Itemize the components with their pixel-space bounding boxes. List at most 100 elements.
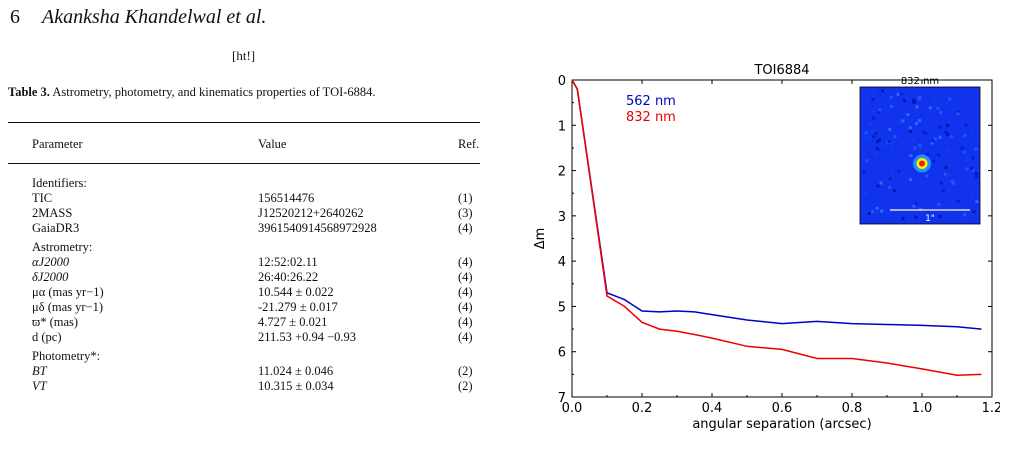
inset-speckle — [969, 194, 973, 198]
table-caption-text: Astrometry, photometry, and kinematics p… — [49, 85, 376, 99]
inset-speckle — [964, 123, 968, 127]
value-cell: 26:40:26.22 — [258, 270, 319, 284]
inset-speckle — [908, 126, 912, 130]
inset-speckle — [912, 100, 916, 104]
inset-speckle — [894, 89, 898, 92]
inset-speckle — [893, 135, 897, 139]
properties-table: Parameter Value Ref. Identifiers: TIC 156… — [8, 122, 480, 394]
inset-speckle — [871, 116, 875, 120]
x-tick-label: 0.0 — [562, 401, 583, 416]
inset-speckle — [889, 147, 893, 151]
table-caption: Table 3. Astrometry, photometry, and kin… — [8, 85, 492, 100]
value-cell: 10.544 ± 0.022 — [258, 285, 334, 299]
param-cell: BT — [32, 364, 47, 378]
inset-speckle — [918, 119, 922, 123]
inset-speckle — [960, 146, 964, 150]
inset-scale-label: 1" — [925, 214, 935, 224]
inset-speckle — [883, 143, 887, 147]
inset-speckle — [937, 202, 941, 206]
x-axis-label: angular separation (arcsec) — [692, 417, 871, 432]
inset-speckle — [914, 202, 918, 206]
inset-speckle — [865, 159, 869, 163]
inset-speckle — [962, 150, 966, 154]
inset-speckle — [933, 100, 937, 104]
value-cell: 156514476 — [258, 191, 315, 205]
table-row: μα (mas yr−1) 10.544 ± 0.022 (4) — [8, 285, 480, 300]
inset-speckle — [901, 119, 905, 123]
table-row: αJ2000 12:52:02.11 (4) — [8, 255, 480, 270]
inset-speckle — [924, 132, 928, 136]
inset-speckle — [975, 200, 979, 204]
inset-speckle — [914, 109, 918, 113]
inset-speckle — [918, 95, 922, 99]
y-tick-label: 6 — [558, 346, 566, 361]
y-tick-label: 1 — [558, 119, 566, 134]
y-axis-label: Δm — [533, 228, 548, 250]
y-tick-label: 3 — [558, 210, 566, 225]
inset-speckle — [965, 158, 969, 162]
section-row: Identifiers: — [8, 172, 480, 191]
page-number: 6 — [10, 6, 20, 28]
inset-speckle — [913, 146, 917, 150]
inset-speckle — [887, 140, 891, 144]
inset-speckle — [909, 178, 912, 182]
inset-speckle — [872, 135, 876, 139]
inset-speckle — [926, 117, 930, 121]
inset-speckle — [896, 92, 900, 96]
inset-speckle — [948, 97, 952, 101]
inset-speckle — [931, 139, 935, 143]
inset-speckle — [871, 98, 875, 101]
inset-speckle — [871, 204, 874, 208]
inset-speckle — [909, 206, 913, 210]
ref-cell: (4) — [458, 270, 473, 284]
inset-speckle — [914, 215, 918, 219]
inset-speckle — [874, 132, 878, 135]
x-tick-label: 0.2 — [632, 401, 653, 416]
inset-speckle — [941, 189, 945, 193]
value-cell: 211.53 +0.94 −0.93 — [258, 330, 357, 344]
table-row: δJ2000 26:40:26.22 (4) — [8, 270, 480, 285]
inset-speckle — [862, 136, 866, 140]
inset-speckle — [888, 177, 892, 180]
inset-speckle — [863, 188, 866, 192]
inset-speckle — [950, 179, 954, 183]
inset-speckle — [903, 99, 906, 103]
inset-speckle — [888, 127, 892, 131]
param-cell: μα (mas yr−1) — [32, 285, 104, 299]
inset-speckle — [890, 105, 893, 108]
inset-speckle — [915, 105, 919, 109]
inset-speckle — [947, 172, 951, 176]
value-cell: 10.315 ± 0.034 — [258, 379, 334, 393]
inset-speckle — [972, 210, 976, 214]
table-row: ϖ* (mas) 4.727 ± 0.021 (4) — [8, 315, 480, 330]
section-title: Astrometry: — [32, 240, 93, 254]
section-title: Photometry*: — [32, 349, 101, 363]
param-cell: μδ (mas yr−1) — [32, 300, 104, 314]
inset-speckle — [891, 169, 895, 173]
inset-speckle — [909, 154, 913, 158]
column-header-value: Value — [258, 122, 458, 164]
table-row: GaiaDR3 3961540914568972928 (4) — [8, 221, 480, 236]
inset-speckle — [970, 167, 974, 170]
inset-speckle — [925, 152, 929, 156]
ref-cell: (4) — [458, 315, 473, 329]
inset-speckle — [875, 147, 879, 151]
ref-cell: (2) — [458, 364, 473, 378]
chart-title: TOI6884 — [753, 63, 809, 78]
inset-speckle — [936, 106, 940, 110]
inset-speckle — [900, 161, 904, 165]
inset-speckle — [952, 181, 956, 185]
table-row: d (pc) 211.53 +0.94 −0.93 (4) — [8, 330, 480, 345]
param-cell: GaiaDR3 — [32, 221, 80, 235]
inset-speckle — [888, 185, 892, 189]
inset-speckle — [906, 113, 910, 117]
table-row: TIC 156514476 (1) — [8, 191, 480, 206]
inset-speckle — [915, 121, 918, 125]
param-cell: δJ2000 — [32, 270, 69, 284]
page-header: 6 Akanksha Khandelwal et al. — [10, 6, 266, 29]
ref-cell: (4) — [458, 330, 473, 344]
inset-speckle — [956, 199, 960, 203]
inset-speckle — [939, 111, 943, 115]
value-cell: 3961540914568972928 — [258, 221, 377, 235]
inset-speckle — [867, 137, 871, 141]
